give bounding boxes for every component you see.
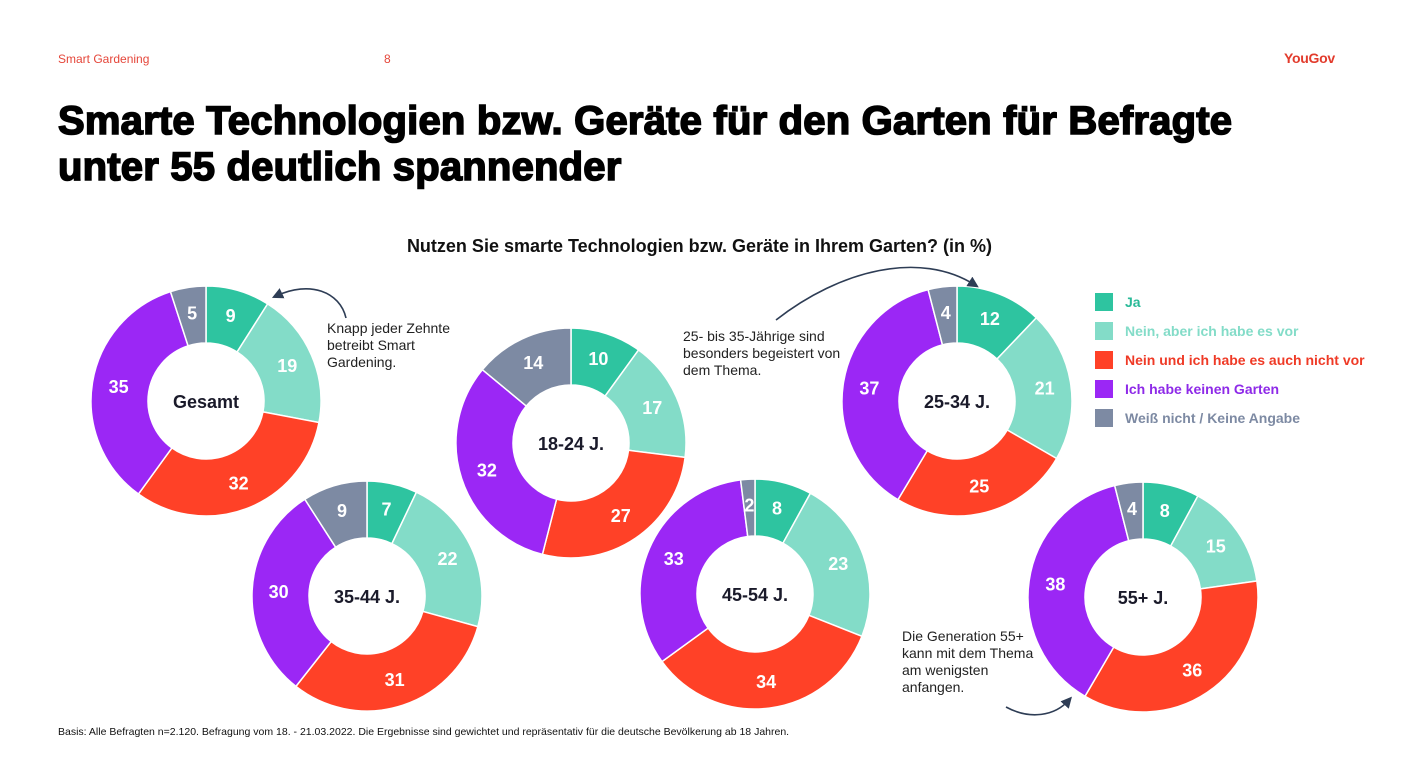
- legend-label: Ich habe keinen Garten: [1125, 380, 1280, 397]
- data-label: 4: [941, 303, 951, 323]
- annotation-arrow-3: [1005, 696, 1072, 716]
- legend-swatch: [1095, 379, 1113, 398]
- data-label: 38: [1045, 575, 1065, 595]
- legend-swatch: [1095, 292, 1113, 311]
- data-label: 15: [1206, 537, 1226, 557]
- legend-swatch: [1095, 350, 1113, 369]
- donut-segment-wei-nicht-keine-angabe: [739, 478, 756, 538]
- legend-label: Ja: [1125, 293, 1141, 310]
- donut-center-label: 18-24 J.: [538, 434, 604, 454]
- legend-swatch: [1095, 408, 1113, 427]
- annotation-note-gesamt: Knapp jeder Zehnte betreibt Smart Garden…: [327, 320, 450, 370]
- annotation-note-25-34: 25- bis 35-Jährige sind besonders begeis…: [683, 328, 841, 378]
- donut-segment-ich-habe-keinen-garten: [841, 288, 944, 501]
- donut-segment-wei-nicht-keine-angabe: [481, 327, 572, 408]
- annotation-note-55plus: Die Generation 55+ kann mit dem Thema am…: [902, 628, 1034, 695]
- data-label: 30: [269, 582, 289, 602]
- donut-gesamt: 9 19 32 35 5 Gesamt: [90, 285, 322, 517]
- yougov-logo: YouGov: [1284, 50, 1335, 66]
- donut-segment-nein-und-ich-habe-es-auch-nicht-vor: [1083, 580, 1259, 713]
- data-label: 32: [477, 460, 497, 480]
- data-label: 14: [523, 353, 543, 373]
- data-label: 35: [109, 377, 129, 397]
- donut-segment-wei-nicht-keine-angabe: [927, 285, 958, 346]
- data-label: 25: [969, 477, 989, 497]
- donut-segment-wei-nicht-keine-angabe: [169, 285, 207, 347]
- data-label: 5: [187, 304, 197, 324]
- donut-segment-wei-nicht-keine-angabe: [1113, 481, 1144, 542]
- data-label: 31: [385, 670, 405, 690]
- donut-55-j: 8 15 36 38 4 55+ J.: [1027, 481, 1259, 713]
- data-label: 27: [611, 506, 631, 526]
- donut-18-24-j: 10 17 27 32 14 18-24 J.: [455, 327, 687, 559]
- section-label: Smart Gardening: [58, 52, 150, 66]
- legend-label: Nein und ich habe es auch nicht vor: [1125, 351, 1365, 368]
- donut-35-44-j: 7 22 31 30 9 35-44 J.: [251, 480, 483, 712]
- donut-segment-ich-habe-keinen-garten: [455, 368, 558, 556]
- donut-center-label: 55+ J.: [1118, 588, 1169, 608]
- legend: Ja Nein, aber ich habe es vor Nein und i…: [1095, 287, 1365, 432]
- donut-segment-nein-und-ich-habe-es-auch-nicht-vor: [896, 428, 1058, 517]
- data-label: 19: [277, 356, 297, 376]
- legend-item-nein-nicht-vor: Nein und ich habe es auch nicht vor: [1095, 345, 1365, 374]
- donut-segment-nein-aber-ich-habe-es-vor: [236, 302, 322, 424]
- data-label: 7: [381, 500, 391, 520]
- chart-title-text: Nutzen Sie smarte Technologien bzw. Gerä…: [406, 236, 993, 256]
- data-label: 36: [1182, 660, 1202, 680]
- annotation-arrow-1: [271, 287, 347, 319]
- data-label: 37: [859, 378, 879, 398]
- donut-segment-wei-nicht-keine-angabe: [303, 480, 368, 549]
- annotation-arrow-2: [775, 266, 979, 321]
- data-label: 8: [772, 498, 782, 518]
- data-label: 22: [437, 549, 457, 569]
- data-label: 9: [226, 306, 236, 326]
- donut-segment-ich-habe-keinen-garten: [639, 479, 749, 663]
- data-label: 32: [229, 473, 249, 493]
- data-label: 4: [1127, 499, 1137, 519]
- legend-item-nein-aber-vor: Nein, aber ich habe es vor: [1095, 316, 1365, 345]
- donut-segment-nein-und-ich-habe-es-auch-nicht-vor: [294, 610, 479, 712]
- donut-center-label: Gesamt: [173, 392, 239, 412]
- footnote: Basis: Alle Befragten n=2.120. Befragung…: [58, 726, 790, 738]
- donut-segment-ich-habe-keinen-garten: [1027, 484, 1130, 698]
- donut-segment-nein-aber-ich-habe-es-vor: [995, 316, 1073, 460]
- donut-segment-nein-aber-ich-habe-es-vor: [781, 492, 871, 638]
- data-label: 8: [1160, 501, 1170, 521]
- data-label: 10: [588, 349, 608, 369]
- data-label: 21: [1035, 378, 1055, 398]
- legend-label: Nein, aber ich habe es vor: [1125, 322, 1299, 339]
- donut-45-54-j: 8 23 34 33 2 45-54 J.: [639, 478, 871, 710]
- data-label: 9: [337, 501, 347, 521]
- donut-segment-nein-und-ich-habe-es-auch-nicht-vor: [660, 614, 863, 710]
- donut-25-34-j: 12 21 25 37 4 25-34 J.: [841, 285, 1073, 517]
- data-label: 2: [744, 496, 754, 516]
- donut-segment-nein-und-ich-habe-es-auch-nicht-vor: [541, 449, 686, 559]
- donut-segment-ich-habe-keinen-garten: [90, 290, 190, 496]
- legend-label: Weiß nicht / Keine Angabe: [1125, 409, 1301, 426]
- data-label: 17: [642, 398, 662, 418]
- donut-center-label: 25-34 J.: [924, 392, 990, 412]
- donut-segment-nein-aber-ich-habe-es-vor: [390, 491, 483, 628]
- data-label: 33: [664, 549, 684, 569]
- legend-swatch: [1095, 321, 1113, 340]
- donut-center-label: 35-44 J.: [334, 587, 400, 607]
- legend-item-kein-garten: Ich habe keinen Garten: [1095, 374, 1365, 403]
- legend-item-weiss-nicht: Weiß nicht / Keine Angabe: [1095, 403, 1365, 432]
- chart-title: Nutzen Sie smarte Technologien bzw. Gerä…: [0, 236, 1401, 257]
- donut-segment-ich-habe-keinen-garten: [251, 498, 337, 688]
- data-label: 12: [980, 309, 1000, 329]
- data-label: 23: [828, 554, 848, 574]
- donut-segment-nein-und-ich-habe-es-auch-nicht-vor: [137, 410, 320, 517]
- legend-item-ja: Ja: [1095, 287, 1365, 316]
- data-label: 34: [756, 672, 776, 692]
- page-title: Smarte Technologien bzw. Geräte für den …: [57, 98, 1233, 190]
- donut-center-label: 45-54 J.: [722, 585, 788, 605]
- page-number: 8: [384, 52, 391, 66]
